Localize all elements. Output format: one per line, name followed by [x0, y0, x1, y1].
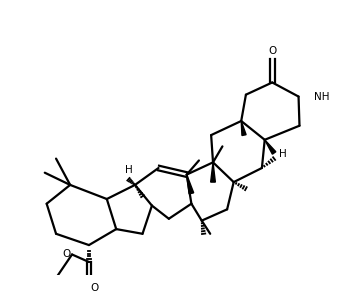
Text: H: H: [279, 149, 286, 159]
Polygon shape: [211, 162, 215, 182]
Text: O: O: [91, 283, 99, 292]
Text: H: H: [124, 165, 132, 175]
Text: O: O: [62, 249, 70, 260]
Polygon shape: [187, 175, 194, 194]
Polygon shape: [241, 121, 246, 135]
Text: O: O: [268, 46, 276, 56]
Text: NH: NH: [314, 92, 329, 102]
Polygon shape: [265, 140, 276, 154]
